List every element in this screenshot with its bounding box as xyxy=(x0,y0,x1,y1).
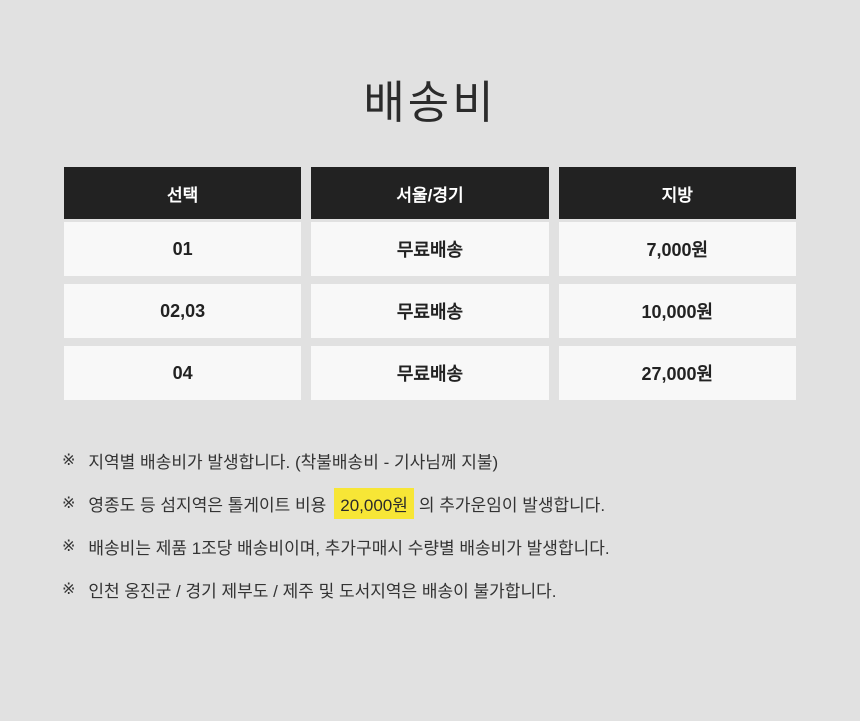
table-row: 01 무료배송 7,000원 xyxy=(64,222,796,276)
highlighted-toll-fee: 20,000원 xyxy=(334,487,414,519)
cell-option: 04 xyxy=(64,346,302,400)
header-cell-region: 지방 xyxy=(558,167,796,219)
cell-region-fee: 10,000원 xyxy=(558,284,796,338)
cell-option: 02,03 xyxy=(64,284,302,338)
reference-mark-icon: ※ xyxy=(62,581,76,598)
note-text: 배송비는 제품 1조당 배송비이며, 추가구매시 수량별 배송비가 발생합니다. xyxy=(88,538,610,558)
header-cell-select: 선택 xyxy=(64,167,302,219)
cell-region-fee: 7,000원 xyxy=(558,222,796,276)
table-header-row: 선택 서울/경기 지방 xyxy=(64,167,796,219)
cell-seoul-fee: 무료배송 xyxy=(311,222,549,276)
note-item: ※ 배송비는 제품 1조당 배송비이며, 추가구매시 수량별 배송비가 발생합니… xyxy=(62,536,820,558)
note-text-prefix: 영종도 등 섬지역은 톨게이트 비용 xyxy=(88,495,327,515)
header-cell-seoul-gyeonggi: 서울/경기 xyxy=(311,167,549,219)
notes-section: ※ 지역별 배송비가 발생합니다. (착불배송비 - 기사님께 지불) ※ 영종… xyxy=(62,450,820,601)
table-row: 04 무료배송 27,000원 xyxy=(64,346,796,400)
note-item: ※ 영종도 등 섬지역은 톨게이트 비용 20,000원 의 추가운임이 발생합… xyxy=(62,487,820,519)
cell-option: 01 xyxy=(64,222,302,276)
cell-seoul-fee: 무료배송 xyxy=(311,346,549,400)
note-item: ※ 인천 옹진군 / 경기 제부도 / 제주 및 도서지역은 배송이 불가합니다… xyxy=(62,579,820,601)
reference-mark-icon: ※ xyxy=(62,495,76,512)
cell-region-fee: 27,000원 xyxy=(558,346,796,400)
note-text-suffix: 의 추가운임이 발생합니다. xyxy=(418,495,606,515)
table-row: 02,03 무료배송 10,000원 xyxy=(64,284,796,338)
reference-mark-icon: ※ xyxy=(62,452,76,469)
note-item: ※ 지역별 배송비가 발생합니다. (착불배송비 - 기사님께 지불) xyxy=(62,450,820,472)
cell-seoul-fee: 무료배송 xyxy=(311,284,549,338)
shipping-info-section: 배송비 선택 서울/경기 지방 01 무료배송 7,000원 02,03 무료배… xyxy=(62,78,820,601)
shipping-fee-table: 선택 서울/경기 지방 01 무료배송 7,000원 02,03 무료배송 10… xyxy=(64,167,796,400)
note-text: 인천 옹진군 / 경기 제부도 / 제주 및 도서지역은 배송이 불가합니다. xyxy=(88,581,557,601)
page-title: 배송비 xyxy=(363,78,497,128)
reference-mark-icon: ※ xyxy=(62,538,76,555)
note-text: 지역별 배송비가 발생합니다. (착불배송비 - 기사님께 지불) xyxy=(88,452,499,472)
